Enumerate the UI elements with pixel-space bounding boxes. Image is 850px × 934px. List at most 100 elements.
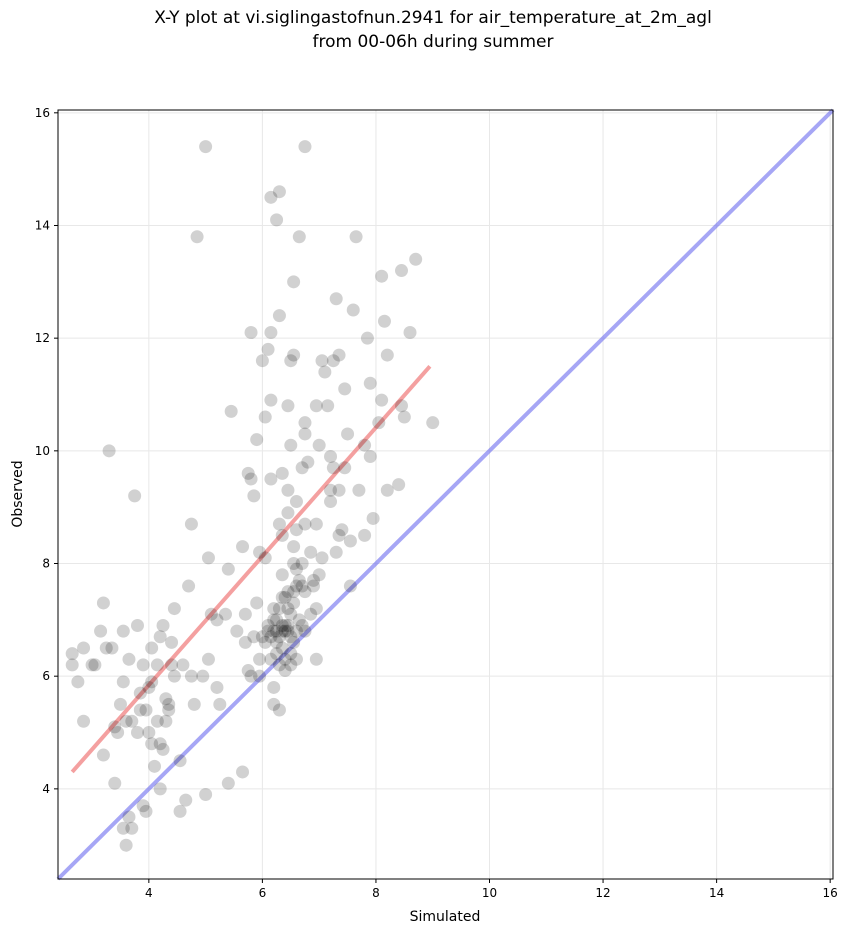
x-tick-label: 6 [259,886,267,900]
data-point [77,641,91,655]
data-point [278,624,292,638]
data-point [312,568,326,582]
data-point [258,635,272,649]
data-point [270,613,284,627]
data-point [304,607,318,621]
data-point [253,545,267,559]
data-point [295,579,309,593]
data-point [272,630,286,644]
data-point [272,309,286,323]
data-point [306,573,320,587]
data-point [88,658,102,672]
data-point [148,759,162,773]
data-point [358,528,372,542]
data-point [179,793,193,807]
data-point [105,641,119,655]
data-point [199,787,213,801]
data-point [287,596,301,610]
data-point [264,326,278,340]
data-point [275,618,289,632]
data-point [156,742,170,756]
data-point [108,776,122,790]
data-point [284,658,298,672]
data-point [392,478,406,492]
data-point [275,641,289,655]
data-point [142,726,156,740]
data-point [150,658,164,672]
data-point [244,326,258,340]
data-point [287,275,301,289]
data-point [196,669,210,683]
data-point [341,427,355,441]
regression-line [70,365,432,774]
data-point [403,326,417,340]
data-point [96,748,110,762]
data-point [136,799,150,813]
data-point [264,190,278,204]
data-point [150,714,164,728]
data-point [116,821,130,835]
data-point [167,602,181,616]
data-point [139,804,153,818]
data-point [304,545,318,559]
data-point [332,528,346,542]
data-point [275,466,289,480]
data-point [281,399,295,413]
data-point [394,399,408,413]
data-point [309,602,323,616]
data-point [270,624,284,638]
data-point [409,252,423,266]
data-point [292,230,306,244]
data-point [278,652,292,666]
data-point [284,647,298,661]
data-point [159,714,173,728]
data-point [201,551,215,565]
data-point [184,669,198,683]
data-point [199,140,213,154]
data-point [289,652,303,666]
data-point [85,658,99,672]
data-point [184,517,198,531]
y-tick-label: 14 [35,218,50,232]
data-point [176,658,190,672]
data-point [255,354,269,368]
data-point [238,635,252,649]
x-tick-label: 8 [372,886,380,900]
data-point [236,540,250,554]
data-point [278,618,292,632]
data-point [267,602,281,616]
data-point [247,489,261,503]
data-point [372,416,386,430]
data-point [287,585,301,599]
data-point [343,534,357,548]
data-point [119,714,133,728]
data-point [267,624,281,638]
data-point [352,483,366,497]
data-point [173,754,187,768]
data-point [397,410,411,424]
data-point [312,438,326,452]
data-point [153,630,167,644]
data-point [210,613,224,627]
data-point [116,624,130,638]
data-point [295,618,309,632]
data-point [380,348,394,362]
data-point [281,506,295,520]
data-point [125,821,139,835]
y-tick-label: 6 [42,669,50,683]
data-point [275,568,289,582]
data-point [250,596,264,610]
data-point [272,602,286,616]
x-tick-label: 12 [595,886,610,900]
data-point [289,562,303,576]
data-point [275,624,289,638]
data-point [153,737,167,751]
data-point [139,703,153,717]
data-point [324,495,338,509]
data-point [298,416,312,430]
data-point [210,680,224,694]
data-point [284,354,298,368]
data-point [275,528,289,542]
data-point [221,776,235,790]
data-point [145,737,159,751]
